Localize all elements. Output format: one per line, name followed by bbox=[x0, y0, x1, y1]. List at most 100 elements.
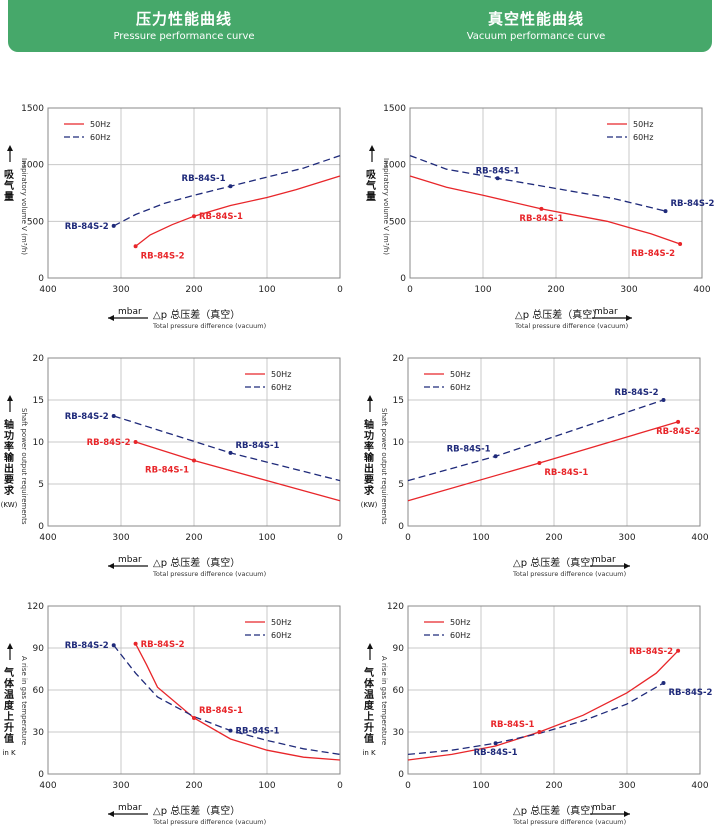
y-axis-title-char: 轴 bbox=[4, 418, 14, 431]
x-tick-label: 100 bbox=[258, 781, 275, 791]
chart-5: 0 30 60 90 120 400 300 200 100 0 RB-84S-2 RB-84S-1 R… bbox=[2, 602, 343, 826]
data-point bbox=[661, 681, 666, 685]
legend-label: 60Hz bbox=[90, 133, 110, 142]
x-axis-title: △p 总压差（真空） bbox=[513, 556, 600, 569]
point-label: RB-84S-2 bbox=[656, 427, 700, 437]
point-label: RB-84S-1 bbox=[145, 465, 189, 475]
y-axis-title-char: 输 bbox=[4, 451, 15, 464]
y-axis-arrowhead bbox=[369, 145, 375, 151]
x-axis-title-en: Total pressure difference (vacuum) bbox=[514, 322, 628, 330]
y-axis-title-char: 吸 bbox=[366, 169, 377, 181]
data-point bbox=[111, 643, 116, 648]
y-axis-title-char: 出 bbox=[364, 462, 374, 475]
y-axis-title-char: 求 bbox=[4, 484, 15, 497]
y-tick-label: 120 bbox=[27, 602, 44, 612]
y-tick-label: 5 bbox=[38, 480, 44, 490]
plot-frame bbox=[407, 357, 701, 527]
y-tick-label: 500 bbox=[389, 217, 406, 227]
point-label: RB-84S-2 bbox=[87, 438, 131, 448]
x-tick-label: 200 bbox=[545, 533, 562, 543]
x-axis-unit: mbar bbox=[594, 307, 618, 317]
x-axis-arrowhead bbox=[624, 563, 630, 569]
y-axis-title-en: Inspiratory volume V (m³/h) bbox=[20, 158, 28, 255]
y-axis-title-char: 功 bbox=[364, 429, 374, 442]
x-tick-label: 300 bbox=[112, 781, 129, 791]
y-axis-unit: (KW) bbox=[361, 501, 378, 509]
point-label: RB-84S-2 bbox=[615, 388, 659, 398]
y-axis-arrowhead bbox=[7, 145, 13, 151]
y-tick-label: 15 bbox=[393, 396, 404, 406]
data-point bbox=[111, 223, 116, 228]
x-tick-label: 100 bbox=[474, 285, 491, 295]
x-tick-label: 0 bbox=[337, 533, 343, 543]
x-tick-label: 200 bbox=[185, 781, 202, 791]
y-tick-label: 90 bbox=[33, 644, 45, 654]
data-point bbox=[133, 440, 138, 444]
y-tick-label: 5 bbox=[398, 480, 404, 490]
y-tick-label: 15 bbox=[33, 396, 44, 406]
point-label: RB-84S-1 bbox=[474, 748, 518, 758]
y-tick-label: 10 bbox=[33, 438, 45, 448]
x-tick-label: 100 bbox=[472, 533, 489, 543]
y-axis-title-char: 度 bbox=[364, 699, 375, 712]
data-point bbox=[228, 450, 233, 455]
series-line-60Hz bbox=[407, 399, 664, 482]
y-tick-label: 60 bbox=[393, 686, 405, 696]
point-label: RB-84S-2 bbox=[631, 249, 675, 259]
y-axis-title-en: A rise in gas temperature bbox=[20, 656, 28, 745]
x-tick-label: 100 bbox=[258, 533, 275, 543]
x-axis-unit: mbar bbox=[592, 555, 616, 565]
x-axis-title: △p 总压差（真空） bbox=[513, 804, 600, 817]
point-label: RB-84S-2 bbox=[141, 251, 185, 261]
x-tick-label: 400 bbox=[691, 781, 708, 791]
y-axis-title-char: 量 bbox=[4, 190, 14, 203]
y-tick-label: 20 bbox=[33, 354, 45, 364]
pressure-header: 压力性能曲线 Pressure performance curve bbox=[8, 8, 360, 42]
vacuum-header: 真空性能曲线 Vacuum performance curve bbox=[360, 8, 712, 42]
series-line-50Hz bbox=[135, 643, 341, 761]
x-axis-title-en: Total pressure difference (vacuum) bbox=[152, 570, 266, 578]
x-axis-unit: mbar bbox=[118, 307, 142, 317]
point-label: RB-84S-1 bbox=[199, 706, 243, 716]
data-point bbox=[111, 413, 116, 418]
x-tick-label: 400 bbox=[39, 781, 56, 791]
y-tick-label: 0 bbox=[38, 522, 44, 532]
x-axis-arrowhead bbox=[624, 811, 630, 817]
y-axis-unit: (KW) bbox=[1, 501, 18, 509]
data-point bbox=[228, 184, 233, 189]
y-axis-unit: in K bbox=[2, 749, 16, 757]
y-axis-title-en: Shaft power output requirements bbox=[380, 408, 388, 525]
x-tick-label: 100 bbox=[472, 781, 489, 791]
y-tick-label: 30 bbox=[33, 728, 45, 738]
x-tick-label: 0 bbox=[405, 533, 411, 543]
data-point bbox=[678, 242, 683, 246]
series-line-50Hz bbox=[135, 175, 341, 247]
x-axis-title: △p 总压差（真空） bbox=[153, 308, 240, 321]
data-point bbox=[192, 458, 196, 463]
point-label: RB-84S-1 bbox=[544, 468, 588, 478]
y-axis-title-char: 上 bbox=[4, 710, 14, 723]
data-point bbox=[133, 641, 138, 646]
plot-frame bbox=[47, 107, 341, 279]
y-tick-label: 60 bbox=[33, 686, 45, 696]
y-axis-arrowhead bbox=[7, 643, 13, 649]
legend-label: 60Hz bbox=[450, 631, 470, 640]
chart-3: 0 5 10 15 20 400 300 200 100 0 RB-84S-2 RB-84S-1 RB-… bbox=[1, 354, 344, 578]
data-point bbox=[192, 716, 196, 720]
x-axis-unit: mbar bbox=[118, 803, 142, 813]
data-point bbox=[493, 741, 498, 746]
x-axis-title: △p 总压差（真空） bbox=[153, 556, 240, 569]
y-axis-arrowhead bbox=[367, 643, 373, 649]
point-label: RB-84S-1 bbox=[476, 166, 520, 176]
y-axis-title-char: 出 bbox=[4, 462, 14, 475]
pressure-subtitle: Pressure performance curve bbox=[113, 31, 255, 42]
x-axis-arrowhead bbox=[626, 315, 632, 321]
header-banner: 压力性能曲线 Pressure performance curve 真空性能曲线… bbox=[8, 0, 712, 52]
point-label: RB-84S-1 bbox=[519, 214, 563, 224]
y-axis-title-char: 输 bbox=[364, 451, 375, 464]
x-axis-title: △p 总压差（真空） bbox=[153, 804, 240, 817]
point-label: RB-84S-2 bbox=[65, 641, 109, 651]
